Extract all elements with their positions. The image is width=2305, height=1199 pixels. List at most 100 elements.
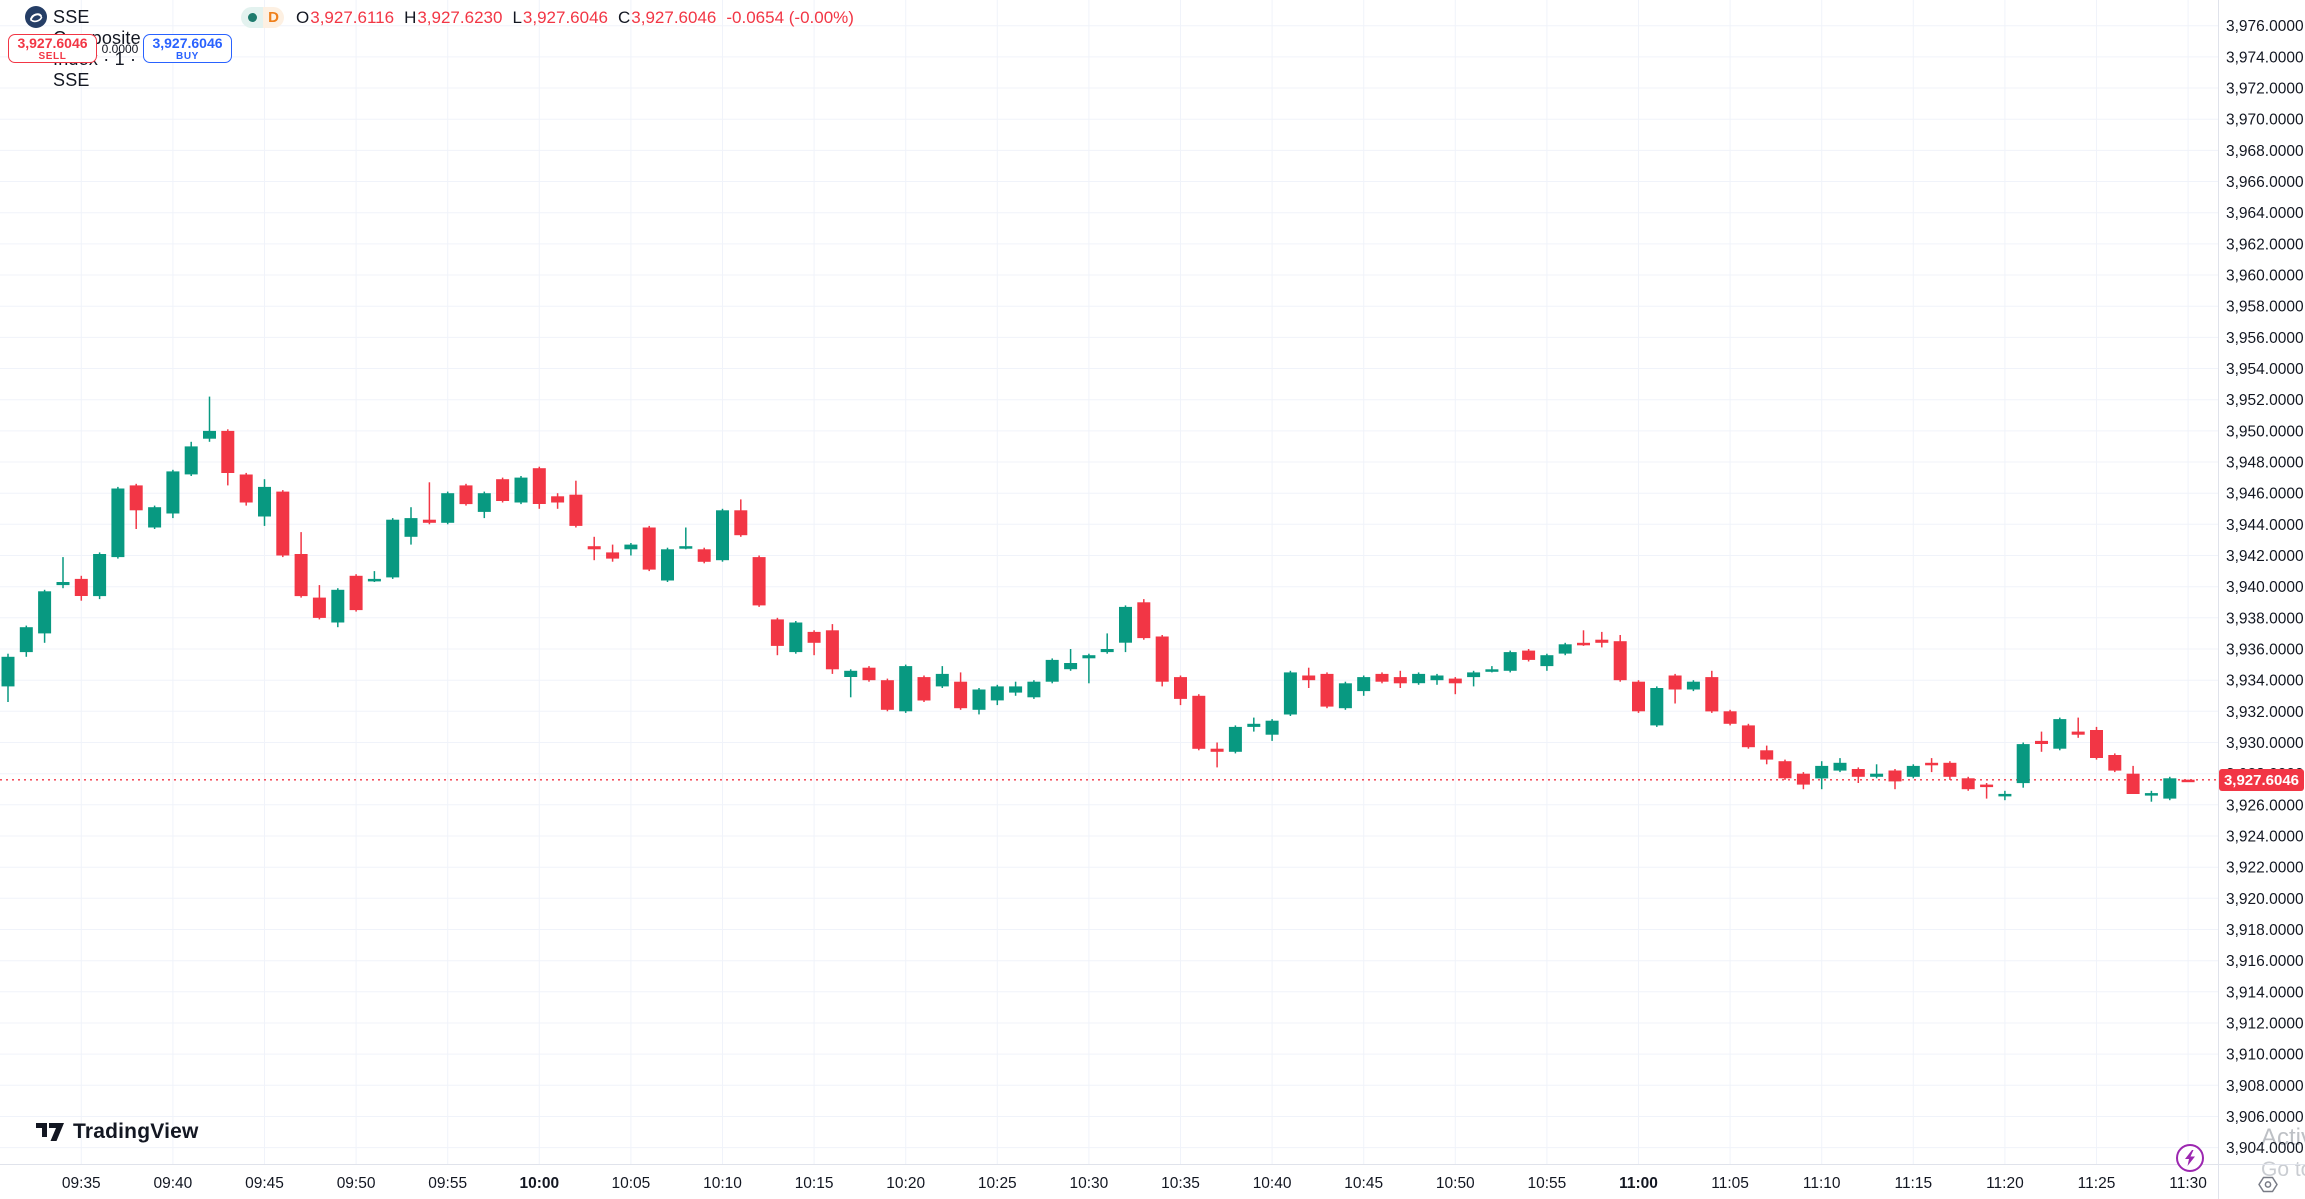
candle-body <box>129 485 143 511</box>
candle <box>1320 672 1334 709</box>
sell-button[interactable]: 3,927.6046 SELL <box>8 34 97 63</box>
candle-body <box>38 591 52 634</box>
candle-body <box>2053 719 2067 749</box>
candle-body <box>1668 675 1682 690</box>
candle-body <box>972 689 986 710</box>
candle-body <box>1778 761 1792 779</box>
candle <box>1650 686 1664 727</box>
delayed-data-badge[interactable]: D <box>263 7 284 28</box>
candle <box>386 518 400 579</box>
axis-settings-button[interactable] <box>2258 1176 2278 1193</box>
candle-body <box>2144 793 2158 796</box>
price-axis-label: 3,976.0000 <box>2226 18 2304 35</box>
candle-body <box>1174 677 1187 699</box>
price-axis-label: 3,932.0000 <box>2226 704 2304 721</box>
time-axis-label: 10:50 <box>1436 1175 1475 1192</box>
candle-body <box>624 544 638 550</box>
candle-body <box>1027 681 1041 698</box>
tradingview-logo[interactable]: TradingView <box>36 1120 199 1144</box>
candle-body <box>19 627 33 653</box>
lightning-icon <box>2185 1150 2195 1166</box>
candle <box>1833 758 1847 773</box>
candle <box>1 653 15 702</box>
ohlc-high: H 3,927.6230 <box>404 8 503 27</box>
candle <box>331 588 345 628</box>
candle-body <box>367 578 381 582</box>
candle-body <box>111 488 125 558</box>
candle-body <box>477 493 491 512</box>
candle-body <box>312 597 326 618</box>
time-axis-label: 10:10 <box>703 1175 742 1192</box>
time-axis-label: 10:30 <box>1070 1175 1109 1192</box>
candle-body <box>1412 673 1426 684</box>
price-axis-label: 3,906.0000 <box>2226 1109 2304 1126</box>
price-axis-label: 3,950.0000 <box>2226 423 2304 440</box>
price-axis[interactable]: 3,904.0000 3,906.0000 3,908.0000 3,910.0000… <box>2226 18 2304 1157</box>
candle-body <box>661 549 674 581</box>
candle <box>1558 642 1572 656</box>
time-axis-label: 11:05 <box>1711 1175 1749 1192</box>
price-axis-label: 3,954.0000 <box>2226 361 2304 378</box>
market-status-icon[interactable] <box>241 7 263 28</box>
candle <box>1632 680 1645 713</box>
candle-body <box>880 680 894 710</box>
price-axis-label: 3,974.0000 <box>2226 49 2304 66</box>
candle-body <box>734 510 748 536</box>
candle-body <box>1503 652 1517 671</box>
candle <box>19 625 33 657</box>
hexagon-settings-icon <box>2258 1176 2278 1193</box>
candle <box>1210 742 1224 768</box>
candle <box>1540 653 1554 671</box>
candle-body <box>2035 740 2048 744</box>
price-axis-label: 3,958.0000 <box>2226 299 2304 316</box>
candle <box>1338 681 1352 710</box>
candle-body <box>1815 765 1829 779</box>
price-axis-label: 3,910.0000 <box>2226 1047 2304 1064</box>
candle-body <box>917 677 931 701</box>
time-axis-label: 09:55 <box>428 1175 467 1192</box>
candle <box>1100 633 1114 654</box>
candle-body <box>2016 744 2030 784</box>
instant-order-button[interactable] <box>2176 1144 2204 1172</box>
candle <box>1778 759 1792 780</box>
os-watermark-line2: Go to S <box>2261 1158 2305 1181</box>
tradingview-mark-icon <box>36 1122 64 1141</box>
candle-body <box>1943 762 1957 777</box>
price-axis-label: 3,916.0000 <box>2226 953 2304 970</box>
price-axis-label: 3,952.0000 <box>2226 392 2304 409</box>
candle-body <box>1961 778 1975 790</box>
candle-body <box>2126 773 2140 794</box>
candle <box>1119 605 1132 653</box>
candle-body <box>1522 650 1536 660</box>
candle <box>1375 672 1389 684</box>
price-axis-label: 3,922.0000 <box>2226 860 2304 877</box>
candle <box>1815 761 1829 790</box>
candle-body <box>239 474 253 503</box>
price-axis-label: 3,918.0000 <box>2226 922 2304 939</box>
price-axis-label: 3,968.0000 <box>2226 143 2304 160</box>
candle <box>716 508 729 562</box>
candle <box>972 688 986 715</box>
symbol-logo-icon[interactable] <box>25 6 47 28</box>
candle-body <box>1613 641 1627 681</box>
candle <box>2053 717 2067 751</box>
price-axis-label: 3,970.0000 <box>2226 112 2304 129</box>
candle <box>1595 631 1609 648</box>
candle-body <box>1723 711 1737 724</box>
candle <box>1082 653 1096 684</box>
buy-button[interactable]: 3,927.6046 BUY <box>143 34 232 63</box>
candle-body <box>1064 663 1078 670</box>
candle <box>1027 680 1041 699</box>
candle <box>1961 776 1975 791</box>
candle-body <box>569 494 583 526</box>
candle-body <box>899 666 913 712</box>
time-axis-label: 09:40 <box>154 1175 193 1192</box>
candle <box>1613 635 1627 682</box>
os-watermark: Activa Go to S <box>2261 1124 2305 1182</box>
time-axis[interactable]: 09:35 09:40 09:45 09:50 09:55 10:00 10:05 10:10… <box>62 1175 2207 1192</box>
candle <box>1265 719 1279 741</box>
candle <box>990 684 1004 706</box>
candle <box>1064 649 1078 671</box>
candle <box>587 536 601 561</box>
